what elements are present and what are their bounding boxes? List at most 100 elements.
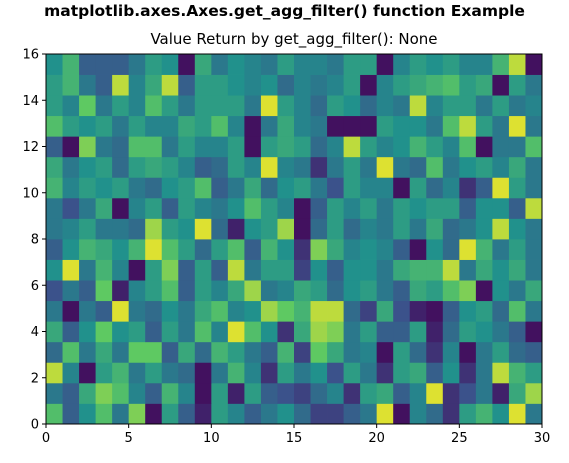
heatmap-cell [79, 136, 96, 157]
heatmap-cell [195, 383, 212, 404]
heatmap-cell [492, 177, 509, 198]
heatmap-cell [228, 321, 245, 342]
heatmap-cell [476, 342, 493, 363]
heatmap-cell [410, 301, 427, 322]
heatmap-cell [244, 218, 261, 239]
heatmap-cell [145, 198, 162, 219]
heatmap-cell [393, 157, 410, 178]
heatmap-cell [294, 260, 311, 281]
heatmap-cell [211, 198, 228, 219]
heatmap-cell [46, 383, 63, 404]
heatmap-cell [443, 403, 460, 424]
heatmap-cell [145, 321, 162, 342]
heatmap-cell [162, 362, 179, 383]
heatmap-cell [360, 260, 377, 281]
heatmap-cell [261, 342, 278, 363]
heatmap-cell [311, 198, 328, 219]
heatmap-cell [244, 342, 261, 363]
heatmap-cell [46, 280, 63, 301]
heatmap-cell [261, 116, 278, 137]
heatmap-cell [492, 198, 509, 219]
heatmap-cell [261, 321, 278, 342]
heatmap-cell [228, 403, 245, 424]
heatmap-cell [426, 362, 443, 383]
heatmap-cell [228, 280, 245, 301]
heatmap-cell [46, 157, 63, 178]
heatmap-cell [393, 342, 410, 363]
heatmap-cell [459, 157, 476, 178]
heatmap-cell [244, 280, 261, 301]
heatmap-cell [360, 95, 377, 116]
heatmap-cell [129, 403, 146, 424]
heatmap-cell [261, 75, 278, 96]
heatmap-cell [311, 239, 328, 260]
heatmap-cell [228, 342, 245, 363]
heatmap-cell [443, 321, 460, 342]
heatmap-cell [112, 116, 129, 137]
heatmap-cell [443, 198, 460, 219]
heatmap-cell [178, 280, 195, 301]
heatmap-cell [211, 116, 228, 137]
heatmap-cell [327, 198, 344, 219]
heatmap-cell [96, 157, 113, 178]
heatmap-cell [162, 116, 179, 137]
heatmap-cell [492, 301, 509, 322]
heatmap-cell [476, 95, 493, 116]
heatmap-cell [145, 75, 162, 96]
heatmap-cell [509, 260, 526, 281]
heatmap-cell [509, 95, 526, 116]
heatmap-cell [129, 321, 146, 342]
heatmap-cell [195, 218, 212, 239]
heatmap-cell [261, 198, 278, 219]
heatmap-cell [162, 198, 179, 219]
heatmap-cell [426, 218, 443, 239]
heatmap-cell [509, 218, 526, 239]
heatmap-cell [459, 95, 476, 116]
heatmap-cell [377, 198, 394, 219]
heatmap-cell [377, 342, 394, 363]
heatmap-cell [476, 260, 493, 281]
heatmap-cell [344, 136, 361, 157]
heatmap-cell [327, 383, 344, 404]
heatmap-cell [377, 136, 394, 157]
heatmap-cell [525, 198, 542, 219]
x-axis-ticks: 0 5 10 15 20 25 30 [42, 424, 550, 446]
heatmap-cell [294, 177, 311, 198]
heatmap-cell [476, 301, 493, 322]
heatmap-cell [525, 116, 542, 137]
heatmap-cell [492, 280, 509, 301]
heatmap-cell [129, 54, 146, 75]
heatmap-cell [46, 321, 63, 342]
heatmap-cell [377, 157, 394, 178]
heatmap-cell [344, 301, 361, 322]
heatmap-cell [211, 321, 228, 342]
heatmap-cell [79, 177, 96, 198]
heatmap-cell [492, 403, 509, 424]
heatmap-cell [195, 403, 212, 424]
heatmap-cell [195, 362, 212, 383]
heatmap-cell [79, 260, 96, 281]
heatmap-cell [410, 177, 427, 198]
heatmap-cell [145, 383, 162, 404]
heatmap-cell [492, 75, 509, 96]
heatmap-cell [162, 75, 179, 96]
heatmap-cell [129, 383, 146, 404]
heatmap-cell [410, 136, 427, 157]
heatmap-cell [96, 136, 113, 157]
heatmap-cell [459, 280, 476, 301]
heatmap-cell [443, 95, 460, 116]
heatmap-cell [327, 95, 344, 116]
heatmap-cell [525, 362, 542, 383]
heatmap-cell [178, 301, 195, 322]
heatmap-cell [377, 75, 394, 96]
heatmap-cell [63, 116, 80, 137]
heatmap-cell [377, 218, 394, 239]
heatmap-cell [244, 116, 261, 137]
heatmap-cell [178, 218, 195, 239]
heatmap-cell [129, 95, 146, 116]
heatmap-cell [178, 75, 195, 96]
heatmap-cell [261, 403, 278, 424]
heatmap-cell [228, 75, 245, 96]
heatmap-cell [195, 260, 212, 281]
heatmap-cell [377, 54, 394, 75]
